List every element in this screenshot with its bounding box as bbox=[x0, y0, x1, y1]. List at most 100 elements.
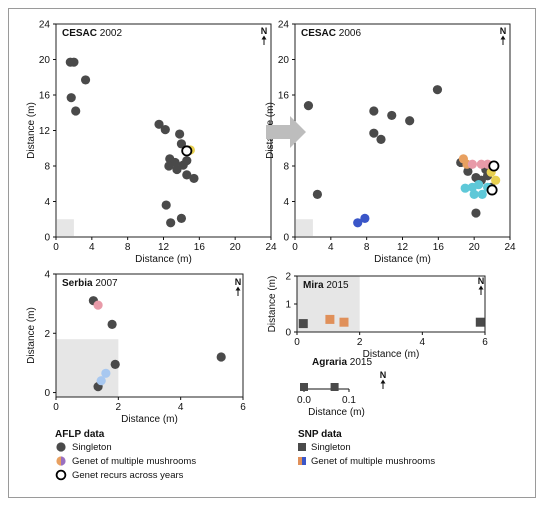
y-tick-label: 4 bbox=[283, 197, 289, 208]
legend-snp: SNP data Singleton Genet of multiple mushr… bbox=[298, 429, 435, 467]
panel-title-site: Mira bbox=[303, 280, 324, 291]
y-tick-label: 4 bbox=[44, 270, 50, 281]
singleton-point bbox=[176, 213, 187, 223]
panel-title: Agraria 2015 bbox=[312, 357, 372, 368]
scale-cell bbox=[57, 219, 74, 236]
singleton-point bbox=[369, 106, 379, 116]
y-tick-label: 20 bbox=[278, 55, 290, 66]
x-tick-label: 16 bbox=[433, 242, 445, 253]
x-tick-label: 4 bbox=[178, 402, 184, 413]
genet-point bbox=[96, 376, 106, 386]
panel-title: CESAC 2006 bbox=[301, 28, 361, 39]
singleton-point bbox=[216, 352, 226, 362]
recurring-genet-point bbox=[488, 160, 500, 172]
x-tick-label: 16 bbox=[194, 242, 206, 253]
x-tick-label: 6 bbox=[240, 402, 246, 413]
legend-snp-item: Singleton bbox=[311, 442, 351, 453]
genet-point bbox=[360, 213, 370, 223]
x-axis-label: Distance (m) bbox=[135, 254, 192, 265]
panel-title-site: CESAC bbox=[301, 28, 336, 39]
y-tick-label: 16 bbox=[39, 91, 51, 102]
x-axis-label: Distance (m) bbox=[308, 407, 365, 418]
genet-point bbox=[469, 189, 479, 199]
legend-snp-title: SNP data bbox=[298, 429, 342, 440]
north-arrow-head bbox=[380, 379, 386, 384]
north-label: N bbox=[500, 26, 507, 36]
singleton-point bbox=[376, 134, 386, 144]
snp-genet-point bbox=[339, 317, 349, 327]
panel-title-year: 2015 bbox=[324, 280, 349, 291]
figure-frame bbox=[8, 8, 536, 498]
snp-singleton-point bbox=[298, 319, 308, 329]
y-tick-label: 16 bbox=[278, 91, 290, 102]
y-tick-label: 20 bbox=[39, 55, 51, 66]
snp-singleton-point bbox=[300, 383, 308, 391]
genet-point bbox=[460, 183, 470, 193]
singleton-point bbox=[182, 170, 192, 180]
x-tick-label: 0 bbox=[294, 337, 300, 348]
x-tick-label: 20 bbox=[469, 242, 481, 253]
singleton-point bbox=[405, 116, 415, 126]
legend-recurring-icon bbox=[55, 469, 67, 481]
shaded-region bbox=[56, 339, 119, 397]
north-label: N bbox=[261, 26, 268, 36]
legend-singleton-icon bbox=[56, 442, 66, 452]
recurring-genet-point bbox=[486, 184, 498, 196]
panel-title-year: 2007 bbox=[93, 278, 118, 289]
progression-arrow bbox=[266, 116, 306, 148]
y-tick-label: 1 bbox=[285, 300, 291, 311]
x-tick-label: 24 bbox=[504, 242, 516, 253]
legend-genet-icon-right bbox=[61, 456, 66, 466]
panel-title-site: Serbia bbox=[62, 278, 93, 289]
x-tick-label: 0 bbox=[292, 242, 298, 253]
panel-cesac2002: 0 4 8 12 16 20 24 0 4 8 12 16 20 24 Distance (m) Distan… bbox=[26, 20, 277, 266]
x-tick-label: 12 bbox=[158, 242, 170, 253]
y-tick-label: 0 bbox=[283, 233, 289, 244]
singleton-point bbox=[387, 110, 397, 121]
x-tick-label: 8 bbox=[364, 242, 370, 253]
singleton-point bbox=[161, 200, 171, 210]
y-tick-label: 0 bbox=[44, 388, 50, 399]
x-tick-label: 24 bbox=[265, 242, 277, 253]
y-tick-label: 8 bbox=[283, 162, 289, 173]
singleton-point bbox=[175, 129, 185, 139]
singleton-point bbox=[471, 208, 481, 218]
north-arrow-head bbox=[478, 285, 484, 290]
y-tick-label: 0 bbox=[285, 328, 291, 339]
panel-title-site: Agraria bbox=[312, 357, 347, 368]
x-axis-label: Distance (m) bbox=[363, 349, 420, 360]
legend-aflp-item: Genet recurs across years bbox=[72, 470, 184, 481]
legend-aflp-title: AFLP data bbox=[55, 429, 105, 440]
y-tick-label: 0 bbox=[44, 233, 50, 244]
x-axis-label: Distance (m) bbox=[121, 414, 178, 425]
y-tick-label: 8 bbox=[44, 162, 50, 173]
legend-aflp-item: Genet of multiple mushrooms bbox=[72, 456, 196, 467]
x-tick-label: 20 bbox=[230, 242, 242, 253]
y-tick-label: 4 bbox=[44, 197, 50, 208]
x-tick-label: 12 bbox=[397, 242, 409, 253]
singleton-point bbox=[303, 101, 314, 111]
x-tick-label: 4 bbox=[420, 337, 426, 348]
y-axis-label: Distance (m) bbox=[26, 102, 37, 159]
legend-snp-genet-icon-right bbox=[302, 457, 306, 465]
singleton-point bbox=[71, 106, 81, 116]
singleton-point bbox=[189, 173, 199, 184]
singleton-point bbox=[176, 139, 187, 149]
genet-point bbox=[353, 218, 363, 228]
genet-point bbox=[467, 159, 477, 169]
north-arrow-head bbox=[500, 35, 506, 40]
legend-snp-item: Genet of multiple mushrooms bbox=[311, 456, 435, 467]
singleton-point bbox=[66, 93, 76, 103]
y-tick-label: 24 bbox=[39, 20, 51, 31]
x-tick-label: 4 bbox=[89, 242, 95, 253]
singleton-point bbox=[312, 189, 322, 199]
x-tick-label: 2 bbox=[116, 402, 122, 413]
genet-point bbox=[101, 368, 111, 378]
x-tick-label: 0 bbox=[53, 402, 59, 413]
x-tick-label: 0.0 bbox=[297, 395, 311, 406]
scale-cell bbox=[296, 219, 313, 236]
singleton-point bbox=[369, 128, 379, 138]
